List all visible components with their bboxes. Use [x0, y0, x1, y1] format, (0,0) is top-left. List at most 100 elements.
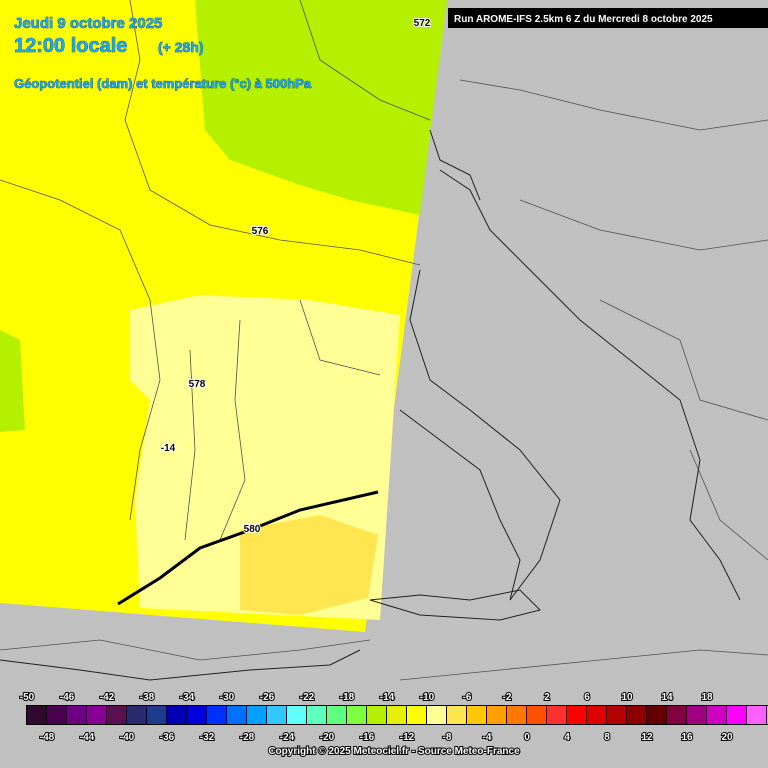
legend-label: 8 [604, 732, 610, 743]
legend-label: -6 [463, 692, 472, 703]
legend-swatch [207, 706, 226, 724]
legend-swatch [527, 706, 546, 724]
legend-label: -46 [60, 692, 75, 703]
coastline [439, 169, 741, 601]
coastline [0, 649, 361, 681]
legend-label: 2 [544, 692, 550, 703]
legend-label: -26 [260, 692, 275, 703]
border [0, 639, 768, 681]
legend-swatch [407, 706, 426, 724]
legend-swatch [507, 706, 526, 724]
legend-swatch [327, 706, 346, 724]
legend-swatch [747, 706, 766, 724]
legend-label: 6 [584, 692, 590, 703]
legend-label: -14 [380, 692, 395, 703]
legend-label: 10 [621, 692, 633, 703]
legend-swatch [647, 706, 666, 724]
contour-label: 578 [189, 379, 206, 390]
contour-label: 580 [244, 524, 261, 535]
coastline [429, 129, 481, 201]
legend-label: -50 [20, 692, 35, 703]
legend-label: -16 [360, 732, 375, 743]
legend-label: -42 [100, 692, 115, 703]
legend-swatch [87, 706, 106, 724]
legend-swatch [687, 706, 706, 724]
legend-label: 14 [661, 692, 673, 703]
legend-swatch [107, 706, 126, 724]
legend-swatch [307, 706, 326, 724]
legend-label: 12 [641, 732, 653, 743]
legend-swatch [547, 706, 566, 724]
legend-label: -32 [200, 732, 215, 743]
legend-swatch [247, 706, 266, 724]
parameter: Géopotentiel (dam) et température (°c) à… [14, 76, 312, 91]
legend-label: -4 [483, 732, 492, 743]
time: 12:00 locale [14, 35, 127, 57]
legend-label: -12 [400, 732, 415, 743]
legend-swatch [607, 706, 626, 724]
legend-label: -30 [220, 692, 235, 703]
border [0, 179, 161, 521]
legend-label: -34 [180, 692, 195, 703]
legend-swatch [187, 706, 206, 724]
contour-label: -14 [161, 443, 176, 454]
border [124, 0, 421, 266]
legend-label: -18 [340, 692, 355, 703]
legend-label: -28 [240, 732, 255, 743]
legend-label: 16 [681, 732, 693, 743]
borders [0, 0, 768, 681]
legend-label: 0 [524, 732, 530, 743]
legend-swatch [67, 706, 86, 724]
legend-label: -8 [443, 732, 452, 743]
run-info: Run AROME-IFS 2.5km 6 Z du Mercredi 8 oc… [454, 14, 713, 25]
legend-swatch [167, 706, 186, 724]
legend-label: -48 [40, 732, 55, 743]
footer: Copyright © 2025 Meteociel.fr - Source M… [268, 746, 520, 757]
legend: -50-48-46-44-42-40-38-36-34-32-30-28-26-… [19, 691, 768, 744]
legend-swatch [627, 706, 646, 724]
legend-swatch [47, 706, 66, 724]
contour-label: 576 [252, 226, 269, 237]
legend-swatch [427, 706, 446, 724]
legend-label: -20 [320, 732, 335, 743]
legend-label: -36 [160, 732, 175, 743]
legend-swatch [587, 706, 606, 724]
legend-swatch [27, 706, 46, 724]
coastline [369, 589, 541, 621]
contour-580 [117, 490, 379, 606]
coastlines [0, 129, 741, 681]
legend-swatch [387, 706, 406, 724]
legend-label: -24 [280, 732, 295, 743]
legend-swatch [347, 706, 366, 724]
legend-swatch [667, 706, 686, 724]
legend-swatch [287, 706, 306, 724]
legend-label: -38 [140, 692, 155, 703]
legend-swatch [707, 706, 726, 724]
legend-swatch [367, 706, 386, 724]
border [299, 0, 768, 561]
legend-label: -22 [300, 692, 315, 703]
legend-swatch [447, 706, 466, 724]
green-zone [195, 0, 447, 215]
legend-label: 20 [721, 732, 733, 743]
legend-swatch [727, 706, 746, 724]
legend-swatch [267, 706, 286, 724]
contour-label: 572 [414, 18, 431, 29]
run-box [448, 8, 768, 28]
green-zone [0, 330, 25, 432]
legend-label: -2 [503, 692, 512, 703]
date: Jeudi 9 octobre 2025 [14, 15, 162, 32]
legend-label: 4 [564, 732, 570, 743]
legend-swatch [147, 706, 166, 724]
orange-zone [240, 515, 378, 615]
border [184, 299, 381, 541]
legend-label: -10 [420, 692, 435, 703]
legend-label: -44 [80, 732, 95, 743]
legend-swatch [567, 706, 586, 724]
legend-swatch [467, 706, 486, 724]
legend-label: 18 [701, 692, 713, 703]
legend-label: -40 [120, 732, 135, 743]
legend-swatch [127, 706, 146, 724]
